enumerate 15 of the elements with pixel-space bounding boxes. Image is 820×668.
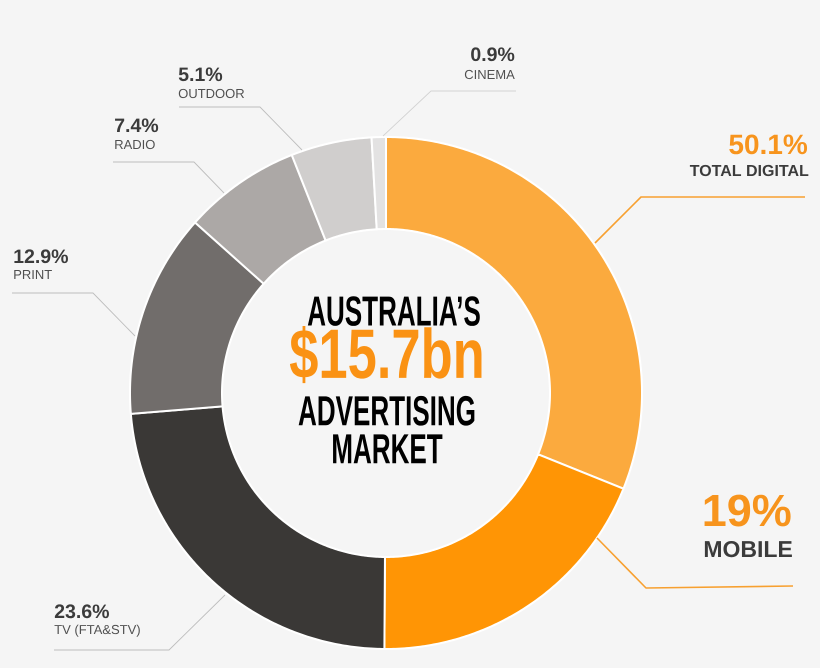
data-label: 0.9% (471, 47, 514, 62)
text: AUSTRALIA’S $15.7bn ADVERTISING MARKET (290, 296, 482, 464)
text: 50.1% (729, 134, 808, 154)
data-label: 19% (704, 494, 791, 526)
slice-label: MOBILE (704, 540, 792, 558)
slice-label: PRINT (14, 270, 52, 279)
data-label: 12.9% (14, 249, 68, 264)
slice-label: CINEMA (464, 70, 515, 80)
slice-label: RADIO (115, 140, 155, 150)
data-label: 5.1% (178, 67, 222, 82)
data-label: 7.4% (115, 118, 158, 132)
text: TOTAL DIGITAL (690, 164, 808, 176)
data-label: 23.6% (54, 604, 109, 618)
slice-label: OUTDOOR (178, 88, 244, 98)
slice-label: TV (FTA&STV) (54, 624, 140, 637)
